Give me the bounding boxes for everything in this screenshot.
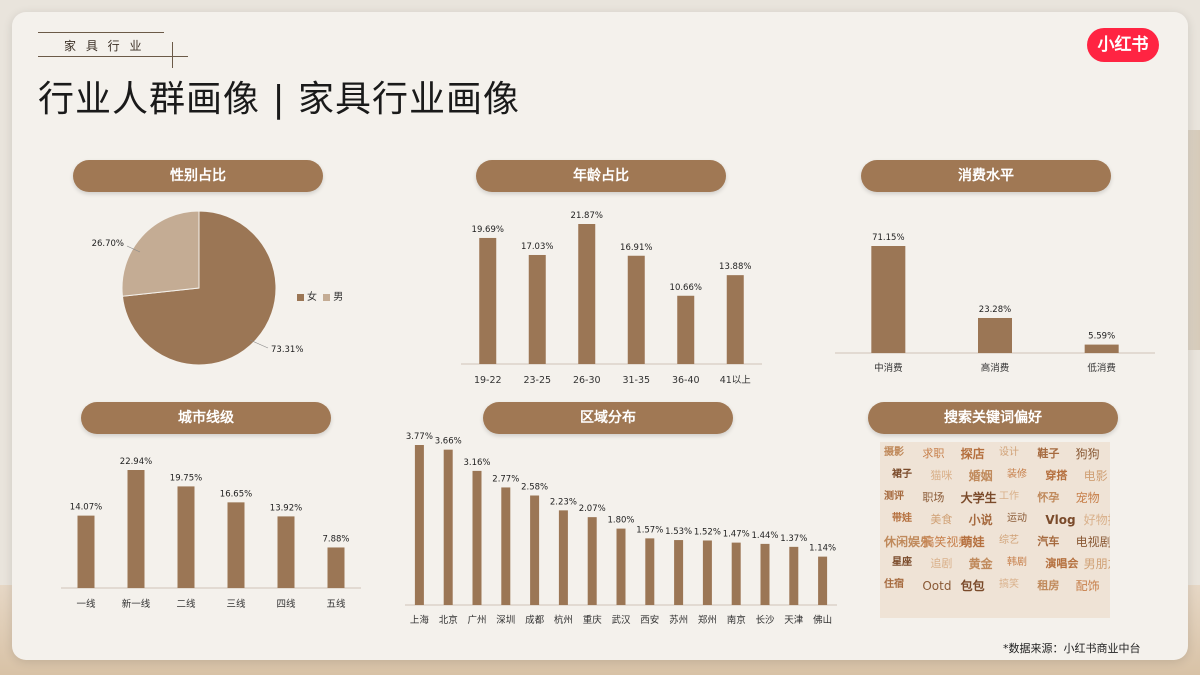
keyword-word: 带娃: [892, 513, 912, 524]
keyword-word: 男朋友: [1083, 557, 1110, 571]
keyword-word: Ootd: [922, 579, 952, 593]
legend-label-female: 女: [307, 292, 317, 303]
pill-region: 区域分布: [483, 402, 733, 434]
keyword-word: 穿搭: [1045, 469, 1068, 482]
pill-age: 年龄占比: [476, 160, 726, 192]
keyword-word: 工作: [999, 491, 1019, 502]
keyword-word: 电影: [1083, 469, 1108, 483]
keyword-word: 搞笑视频: [922, 535, 971, 549]
legend-swatch-male: [323, 293, 331, 301]
keyword-word: 求职: [922, 447, 945, 460]
keyword-word: 配饰: [1075, 579, 1100, 593]
keyword-word: 韩剧: [1007, 557, 1027, 568]
section-kicker: 家 具 行 业: [38, 26, 188, 68]
keyword-word: 大学生: [960, 491, 997, 505]
keyword-word: 追剧: [930, 557, 953, 570]
keyword-word: Vlog: [1045, 513, 1076, 527]
pill-gender: 性别占比: [73, 160, 323, 192]
keyword-word: 美食: [930, 513, 953, 526]
keyword-word: 宠物: [1075, 491, 1100, 505]
keyword-word: 电视剧: [1075, 535, 1110, 549]
keyword-word: 猫咪: [930, 469, 953, 482]
keyword-word: 探店: [960, 447, 985, 461]
keyword-word: 黄金: [968, 557, 993, 571]
keyword-word: 综艺: [999, 535, 1019, 546]
page-title: 行业人群画像 | 家具行业画像: [38, 79, 521, 120]
keyword-word: 职场: [922, 491, 945, 504]
keyword-word: 萌娃: [960, 535, 985, 549]
keyword-word: 设计: [999, 447, 1019, 458]
kicker-text: 家 具 行 业: [64, 39, 145, 53]
pill-city-tier: 城市线级: [81, 402, 331, 434]
keyword-word: 婚姻: [968, 469, 993, 483]
keyword-word: 测评: [884, 491, 904, 502]
keyword-word: 狗狗: [1075, 447, 1100, 461]
keyword-word: 星座: [892, 557, 912, 568]
legend-label-male: 男: [333, 292, 344, 303]
keyword-word: 摄影: [884, 447, 904, 458]
kicker-line-bottom: [38, 56, 188, 57]
keyword-word: 住宿: [884, 579, 904, 590]
keyword-word: 运动: [1007, 513, 1027, 524]
keyword-word: 搞笑: [999, 579, 1019, 590]
keyword-word: 休闲娱乐: [884, 535, 933, 549]
pill-keywords: 搜索关键词偏好: [868, 402, 1118, 434]
pill-consumption: 消费水平: [861, 160, 1111, 192]
data-source-note: *数据来源：小红书商业中台: [1003, 642, 1141, 655]
keyword-word: 租房: [1037, 579, 1060, 592]
keyword-word: 鞋子: [1037, 447, 1060, 460]
keyword-word: 包包: [960, 579, 985, 593]
keyword-word: 装修: [1007, 469, 1027, 480]
keyword-word: 裙子: [892, 469, 912, 480]
keyword-word: 小说: [968, 513, 993, 527]
gender-legend: 女 男: [297, 288, 343, 303]
kicker-line-top: [38, 32, 164, 33]
legend-swatch-female: [297, 293, 304, 301]
kicker-line-vertical: [172, 42, 173, 68]
xiaohongshu-logo: 小红书: [1087, 28, 1159, 62]
keyword-word: 怀孕: [1037, 491, 1060, 504]
keyword-word: 汽车: [1037, 535, 1060, 548]
keyword-word-cloud: 摄影 求职 探店 设计 鞋子 狗狗裙子 猫咪 婚姻 装修 穿搭 电影测评 职场 大学生 工作 怀孕 宠物带娃 美…: [880, 442, 1110, 618]
keyword-word: 演唱会: [1045, 557, 1079, 570]
keyword-word: 好物推荐: [1083, 513, 1110, 527]
